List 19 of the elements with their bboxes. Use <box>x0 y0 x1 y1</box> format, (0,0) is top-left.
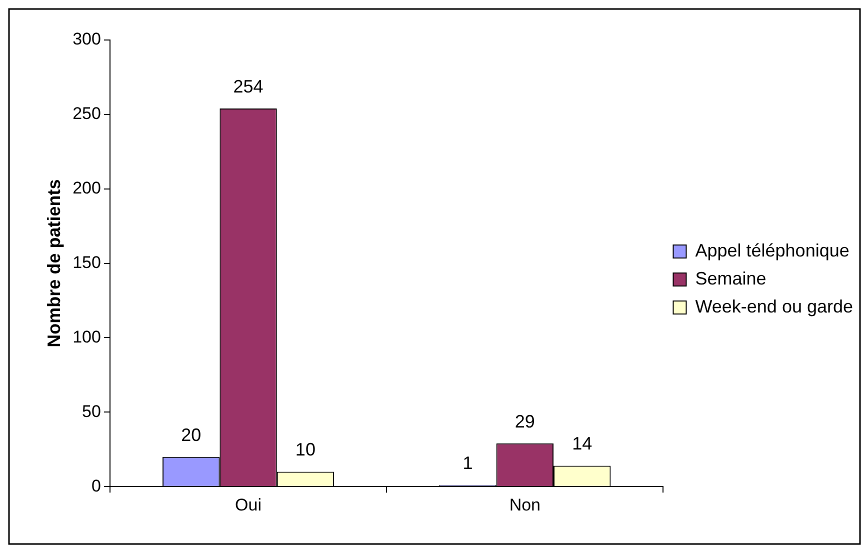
y-tick-label: 150 <box>72 252 101 272</box>
y-tick-label: 300 <box>72 30 101 49</box>
x-tick-label: Oui <box>235 495 262 514</box>
y-tick-label: 200 <box>72 178 101 198</box>
data-label: 29 <box>514 411 535 432</box>
y-axis-title: Nombre de patients <box>44 179 64 348</box>
x-tick-label: Non <box>509 495 541 514</box>
data-label: 1 <box>462 453 473 474</box>
legend-label: Appel téléphonique <box>695 240 850 260</box>
legend-label: Week-end ou garde <box>695 296 854 316</box>
legend-label: Semaine <box>695 268 766 288</box>
data-label: 20 <box>181 424 202 445</box>
y-tick-label: 100 <box>72 327 101 346</box>
data-label: 254 <box>233 76 264 96</box>
y-tick-label: 50 <box>82 402 101 421</box>
y-tick-label: 0 <box>91 476 101 496</box>
y-tick-label: 250 <box>72 104 101 124</box>
data-label: 14 <box>572 434 592 454</box>
data-label: 10 <box>295 440 316 460</box>
